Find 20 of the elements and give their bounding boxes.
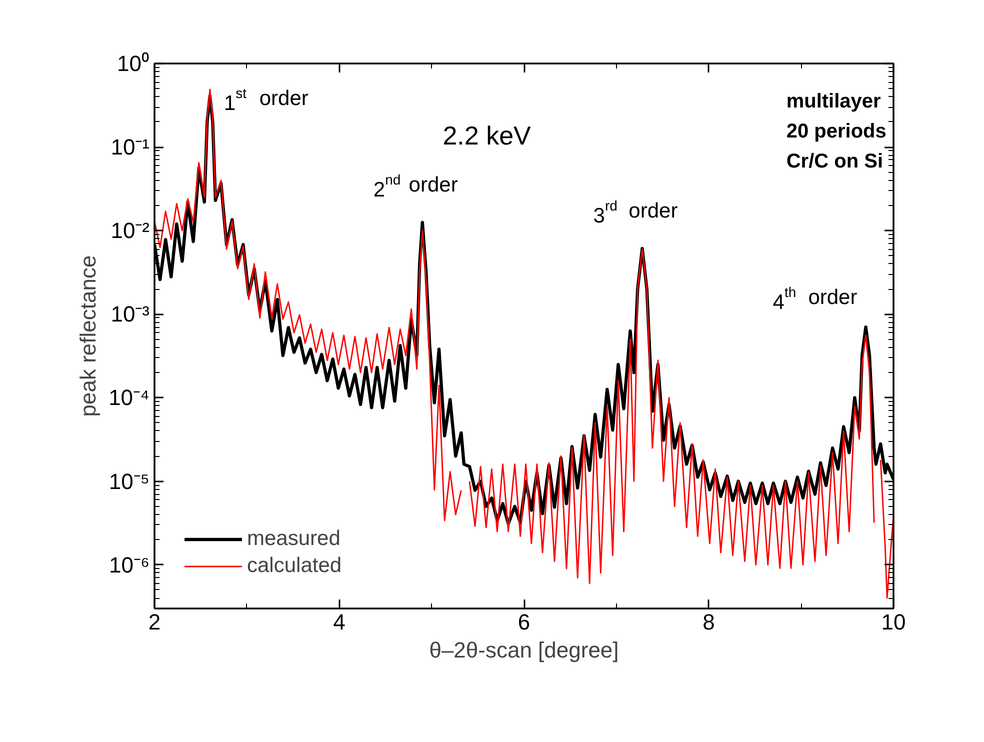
y-tick-label: 10⁰ <box>117 51 150 76</box>
x-tick-label: 6 <box>518 610 530 634</box>
legend-label: calculated <box>247 554 342 578</box>
x-axis-title: θ–2θ-scan [degree] <box>429 638 619 662</box>
y-tick-label: 10⁻⁴ <box>108 385 150 410</box>
y-tick-label: 10⁻² <box>110 218 150 244</box>
x-tick-label: 8 <box>702 610 715 634</box>
legend-label: measured <box>247 527 340 551</box>
y-tick-label: 10⁻³ <box>110 302 150 327</box>
x-tick-label: 2 <box>148 610 161 634</box>
x-tick-label: 4 <box>333 610 346 634</box>
y-tick-label: 10⁻¹ <box>110 134 150 160</box>
y-axis-title: peak reflectance <box>76 255 101 417</box>
x-tick-label: 10 <box>881 610 906 634</box>
annotation: 2.2 keV <box>442 120 532 151</box>
annotation: multilayer <box>786 90 882 113</box>
y-tick-label: 10⁻⁶ <box>108 552 150 578</box>
annotation: Cr/C on Si <box>786 150 884 172</box>
annotation: 20 periods <box>786 120 886 143</box>
y-tick-label: 10⁻⁵ <box>108 468 150 494</box>
